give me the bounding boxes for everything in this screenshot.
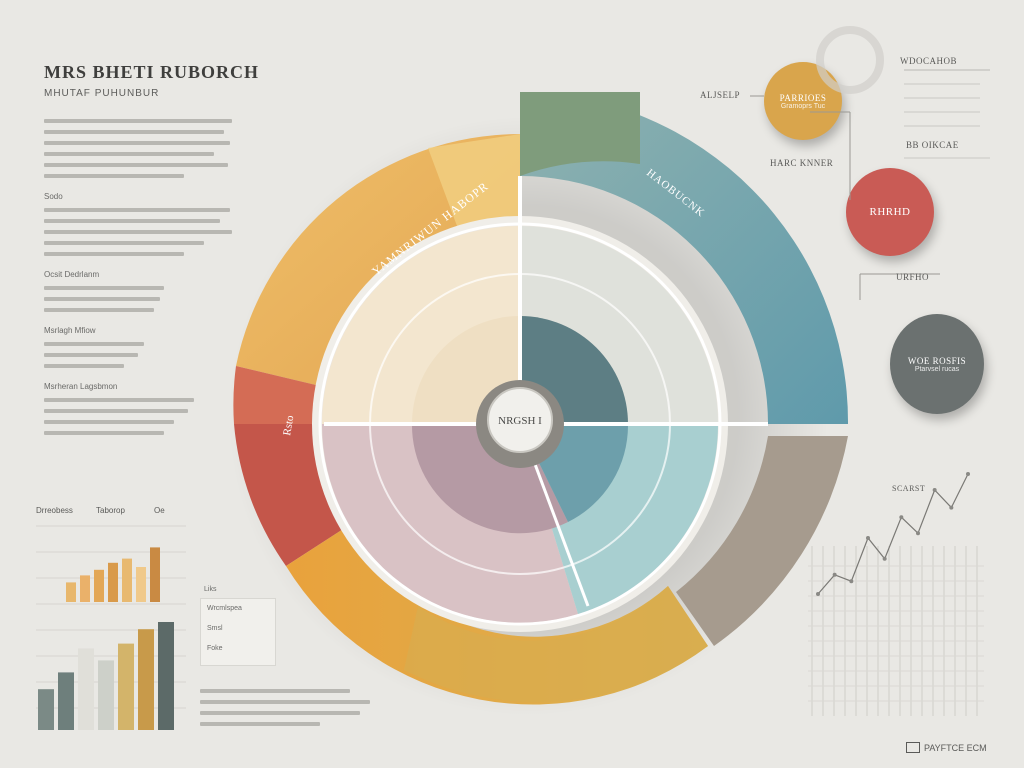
right-label-top: WDOCAHOB [900, 56, 957, 66]
bar-front [38, 689, 54, 730]
bubble-priorities[interactable]: PARRIOES Gramoprs Tuc [764, 62, 842, 140]
footer-label: PAYFTCE ECM [924, 742, 987, 753]
bar-chart-label-2: Taborop [96, 506, 125, 515]
line-point [816, 592, 820, 596]
text-block-1 [44, 119, 234, 178]
segment-salmon [233, 366, 324, 424]
line-point [966, 472, 970, 476]
legend-header: Liks [204, 586, 217, 593]
bubble-label: WOE ROSFIS [907, 355, 967, 366]
bubble-sub: Gramoprs Tuc [780, 102, 826, 110]
footer: PAYFTCE ECM [906, 742, 987, 753]
page-subtitle: MHUTAF PUHUNBUR [44, 88, 160, 99]
segment-taupe [676, 436, 848, 646]
text-block-label: Msrlagh Mfiow [44, 326, 96, 335]
line-chart [808, 472, 984, 716]
footer-logo-icon [906, 742, 920, 753]
wheel-diagram: YAMNRIWUN HABOPR HAOBUCNK Rsto NRGSH I [228, 92, 849, 716]
decor-ring [816, 26, 884, 94]
bubble-woe[interactable]: WOE ROSFIS Ptarvsel rucas [890, 314, 984, 414]
line-point [932, 488, 937, 492]
ring-guide [369, 273, 671, 575]
legend-row-3: Foke [207, 645, 223, 652]
text-block-4: Msrlagh Mfiow [44, 326, 234, 368]
line-point [832, 572, 837, 577]
bubble-label: PARRIOES [779, 92, 827, 103]
text-block-label: Msrheran Lagsbmon [44, 382, 118, 391]
segment-label-red: Rsto [281, 414, 296, 436]
bar-chart-plot [36, 525, 186, 730]
bubble-rhrhd[interactable]: RHRHD [846, 168, 934, 256]
segment-teal [520, 92, 849, 424]
legend-row-2: Smsl [207, 625, 223, 632]
left-text-column: Sodo Ocsit Dedrlanm Msrlagh Mfiow Msrher… [44, 112, 234, 442]
line-point [916, 531, 920, 536]
bar-front [78, 648, 94, 730]
text-block-5: Msrheran Lagsbmon [44, 382, 234, 435]
right-label-mid: BB OIKCAE [906, 140, 959, 150]
text-block-label: Sodo [44, 192, 63, 201]
bar-front [58, 672, 74, 730]
legend-row-1: Wrcmlspea [207, 605, 242, 612]
bar-front [98, 660, 114, 730]
bar-back [94, 569, 104, 602]
right-annotations [750, 26, 990, 300]
bubble-label: RHRHD [869, 206, 911, 218]
right-label-red-tag: URFHO [896, 272, 930, 282]
bar-front [158, 622, 174, 730]
segment-mustard [404, 586, 708, 703]
right-label-below-bubble: HARC KNNER [770, 158, 834, 168]
bar-chart-label-3: Oe [154, 506, 165, 515]
bar-back [150, 547, 160, 602]
bar-front [118, 643, 134, 730]
line-point [866, 536, 870, 540]
line-chart-label: SCARST [892, 484, 926, 493]
line-series [817, 473, 969, 595]
line-point [882, 556, 887, 561]
segment-green-overlay [520, 92, 640, 176]
bar-back [80, 575, 90, 602]
segment-yellow-highlight [428, 134, 520, 234]
text-block-2: Sodo [44, 192, 234, 256]
bar-back [66, 582, 76, 602]
legend-box: Wrcmlspea Smsl Foke [200, 598, 276, 666]
line-point [899, 515, 904, 520]
bar-chart-label-1: Drreobess [36, 506, 73, 515]
bar-front [138, 629, 154, 730]
hub-label: NRGSH I [498, 415, 542, 427]
line-point [949, 505, 954, 510]
text-block-label: Ocsit Dedrlanm [44, 270, 100, 279]
bar-chart: Drreobess Taborop Oe [36, 506, 186, 734]
bar-back [122, 558, 132, 602]
bar-back [108, 562, 118, 602]
right-label-left-bubble: ALJSELP [700, 90, 741, 100]
bubble-sub: Ptarvsel rucas [914, 365, 960, 373]
line-point [849, 579, 854, 584]
hub-button [487, 387, 553, 453]
page-title: MRS BHETI RUBORCH [44, 62, 260, 82]
bar-back [136, 567, 146, 602]
bottom-text-block [200, 682, 380, 733]
text-block-3: Ocsit Dedrlanm [44, 270, 234, 312]
